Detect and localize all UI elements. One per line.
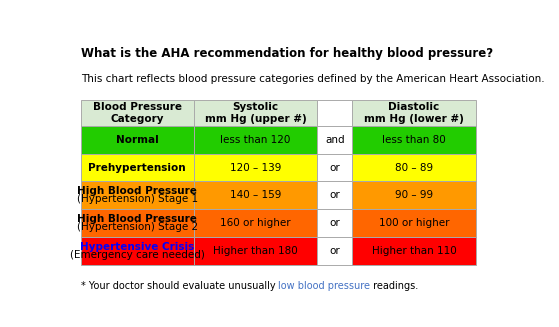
Bar: [352, 126, 476, 154]
Text: or: or: [329, 190, 340, 200]
Bar: [80, 126, 194, 154]
Bar: [352, 181, 476, 209]
Bar: [80, 181, 194, 209]
Text: What is the AHA recommendation for healthy blood pressure?: What is the AHA recommendation for healt…: [80, 47, 493, 60]
Text: This chart reflects blood pressure categories defined by the American Heart Asso: This chart reflects blood pressure categ…: [80, 75, 544, 84]
Bar: [194, 181, 318, 209]
Bar: [194, 100, 318, 126]
Text: (Hypertension) Stage 2: (Hypertension) Stage 2: [77, 222, 198, 232]
Text: (Hypertension) Stage 1: (Hypertension) Stage 1: [77, 195, 198, 204]
Bar: [80, 100, 194, 126]
Bar: [80, 209, 194, 237]
Bar: [352, 237, 476, 265]
Text: 120 – 139: 120 – 139: [230, 163, 281, 173]
Bar: [194, 237, 318, 265]
Text: Higher than 180: Higher than 180: [213, 246, 298, 256]
Text: 80 – 89: 80 – 89: [395, 163, 433, 173]
Text: less than 80: less than 80: [382, 135, 446, 145]
Bar: [352, 154, 476, 181]
Text: 90 – 99: 90 – 99: [395, 190, 433, 200]
Bar: [80, 154, 194, 181]
Bar: [352, 209, 476, 237]
Bar: [318, 100, 352, 126]
Bar: [80, 237, 194, 265]
Bar: [194, 154, 318, 181]
Bar: [194, 209, 318, 237]
Text: less than 120: less than 120: [220, 135, 291, 145]
Bar: [352, 100, 476, 126]
Text: High Blood Pressure: High Blood Pressure: [77, 214, 197, 224]
Text: Higher than 110: Higher than 110: [372, 246, 457, 256]
Text: Systolic
mm Hg (upper #): Systolic mm Hg (upper #): [205, 102, 306, 124]
Text: Hypertensive Crisis: Hypertensive Crisis: [80, 242, 195, 251]
Text: or: or: [329, 218, 340, 228]
Text: Normal: Normal: [116, 135, 159, 145]
Text: low blood pressure: low blood pressure: [278, 281, 371, 291]
Text: or: or: [329, 163, 340, 173]
Text: 140 – 159: 140 – 159: [230, 190, 281, 200]
Text: 100 or higher: 100 or higher: [379, 218, 449, 228]
Bar: [318, 154, 352, 181]
Text: 160 or higher: 160 or higher: [220, 218, 291, 228]
Bar: [194, 126, 318, 154]
Bar: [318, 237, 352, 265]
Text: and: and: [325, 135, 345, 145]
Text: readings.: readings.: [371, 281, 419, 291]
Text: Diastolic
mm Hg (lower #): Diastolic mm Hg (lower #): [364, 102, 464, 124]
Text: Prehypertension: Prehypertension: [88, 163, 186, 173]
Bar: [318, 126, 352, 154]
Text: Blood Pressure
Category: Blood Pressure Category: [93, 102, 182, 124]
Text: High Blood Pressure: High Blood Pressure: [77, 186, 197, 196]
Bar: [318, 209, 352, 237]
Text: (Emergency care needed): (Emergency care needed): [70, 250, 205, 260]
Bar: [318, 181, 352, 209]
Text: or: or: [329, 246, 340, 256]
Text: * Your doctor should evaluate unusually: * Your doctor should evaluate unusually: [80, 281, 278, 291]
